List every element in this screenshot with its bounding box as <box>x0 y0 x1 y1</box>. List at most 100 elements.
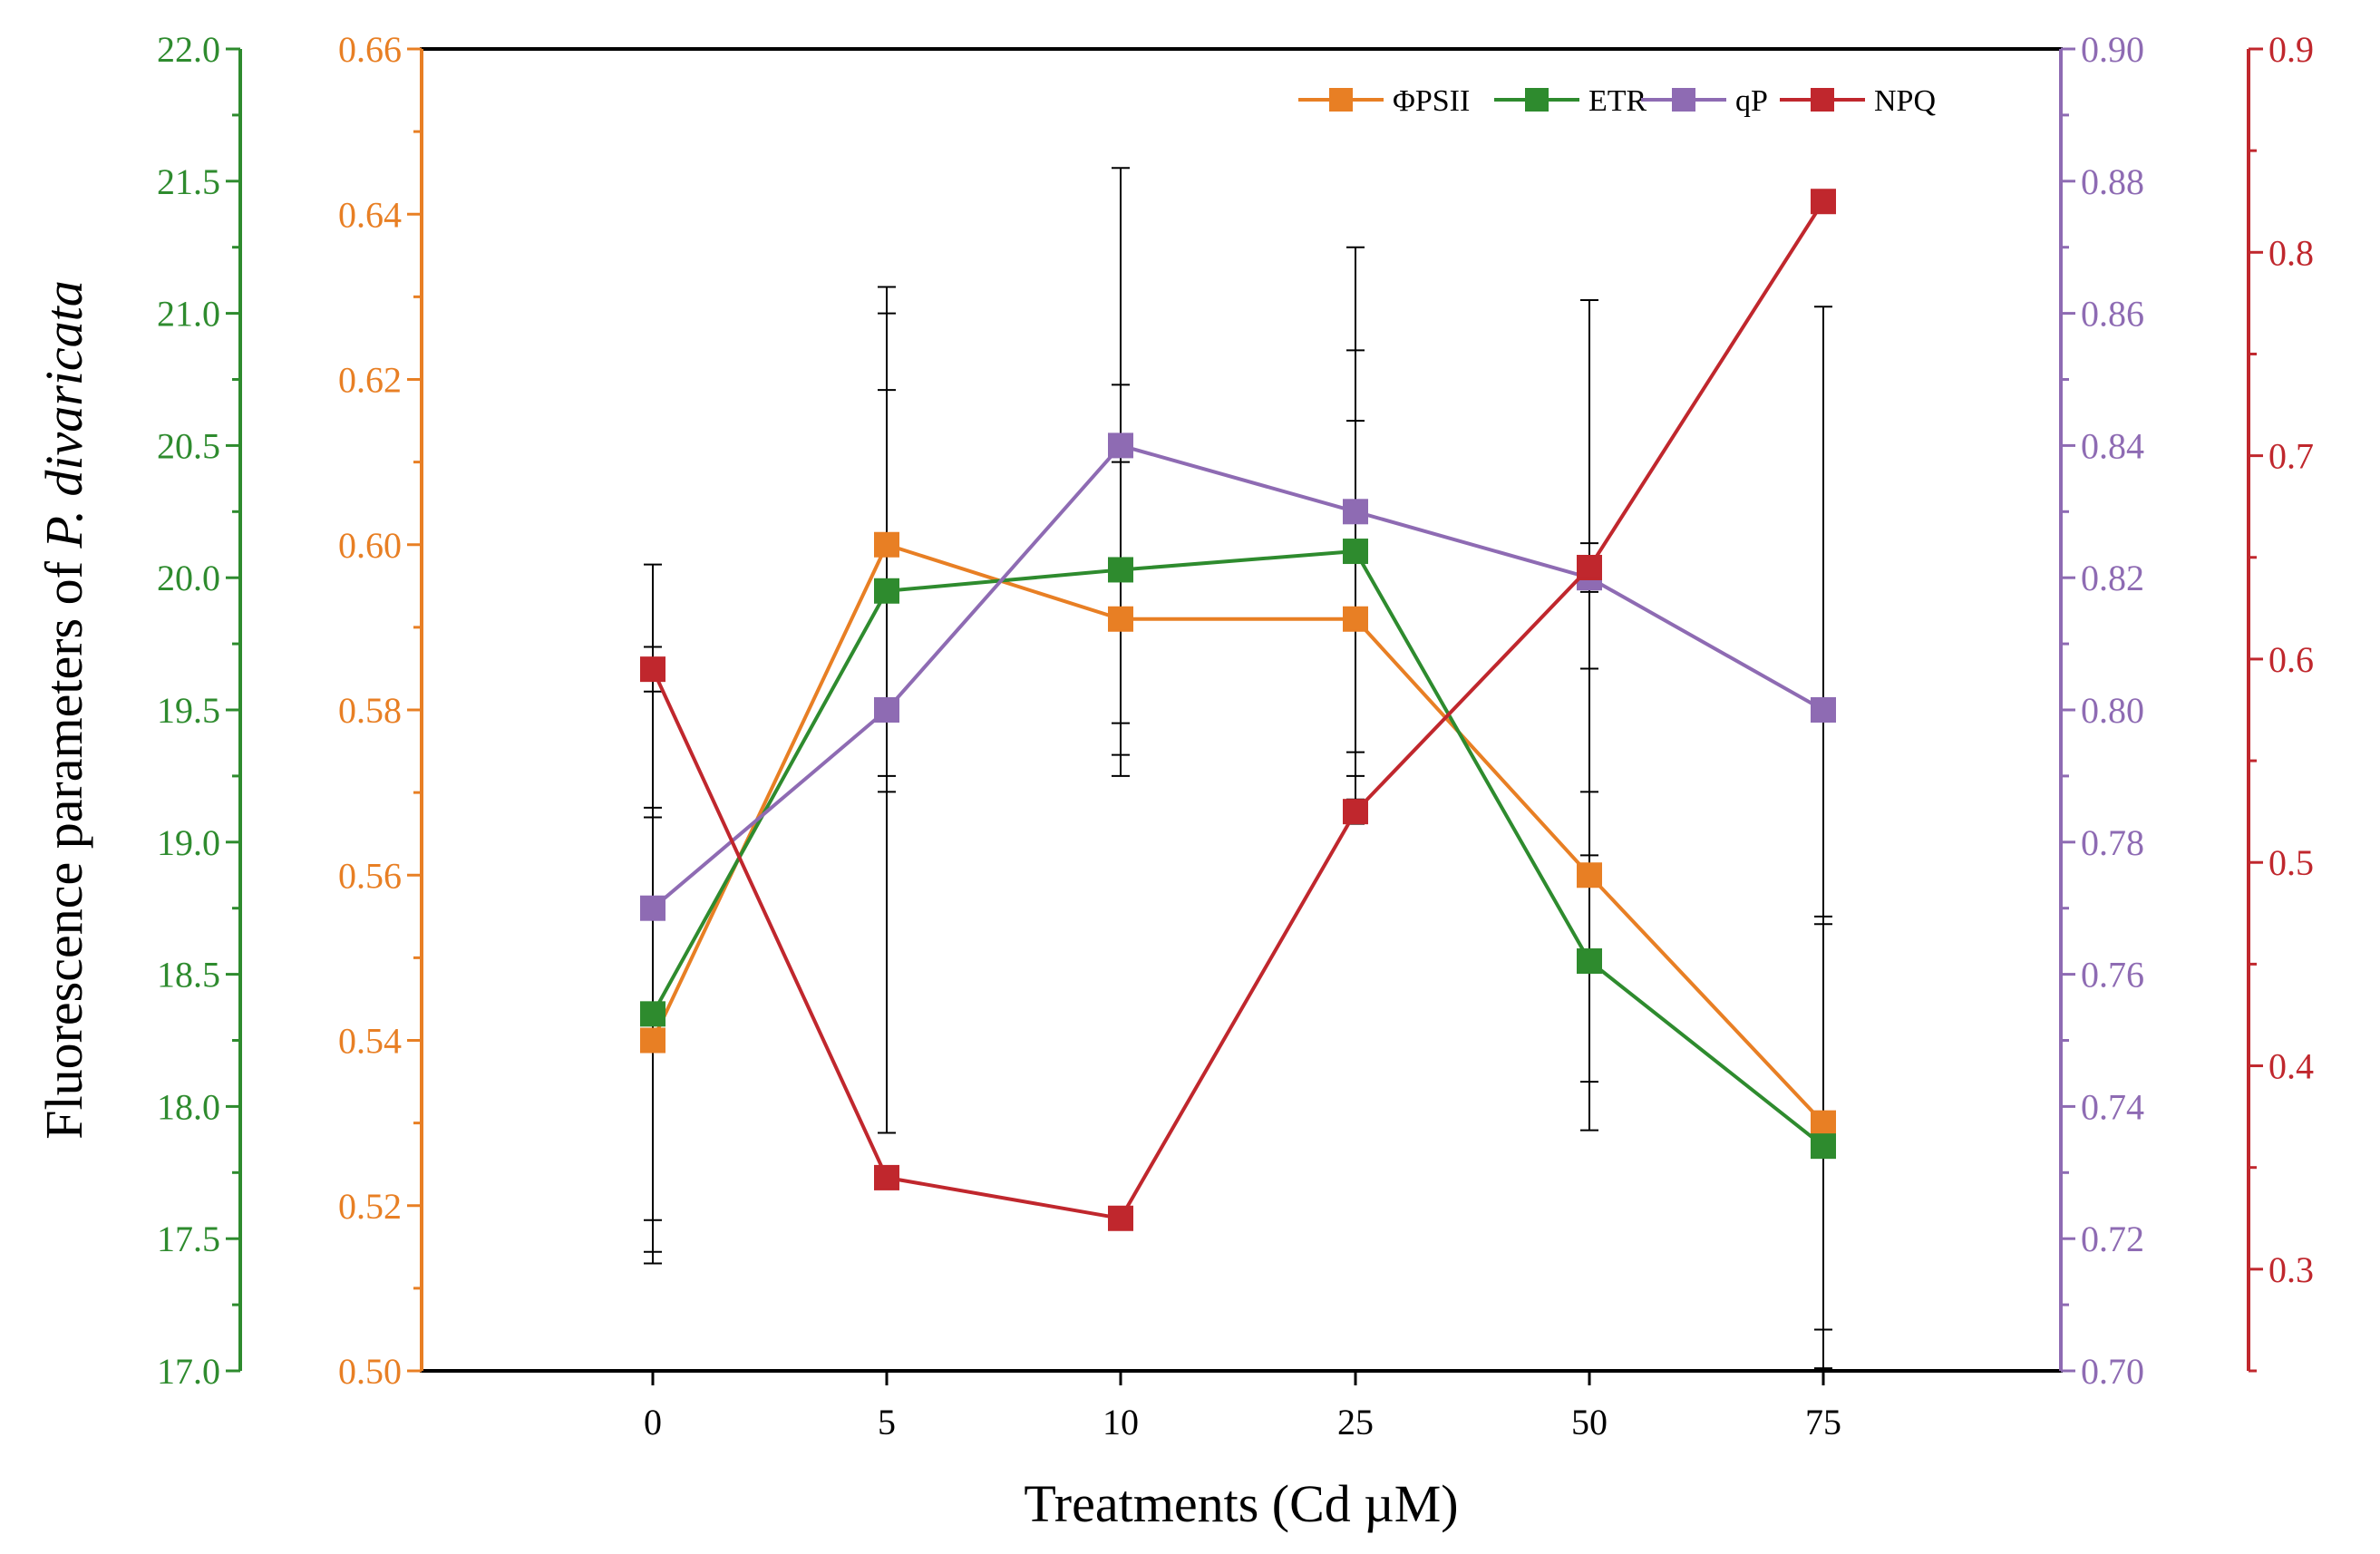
y-axis-npq: 0.3 0.4 0.5 0.6 0.7 0.8 0.9 <box>2247 29 2314 1373</box>
data-point-phipsii <box>1343 606 1368 632</box>
y-tick-label-etr: 17.0 <box>157 1351 220 1392</box>
series-etr <box>640 539 1836 1160</box>
x-axis-title: Treatments (Cd µM) <box>1024 1474 1458 1533</box>
y-tick-label-etr: 21.0 <box>157 294 220 335</box>
y-tick-label-phipsii: 0.66 <box>338 29 402 70</box>
y-tick-label-etr: 18.0 <box>157 1086 220 1127</box>
y-tick-label-npq: 0.3 <box>2268 1249 2314 1290</box>
series-line-qp <box>651 443 1824 910</box>
x-tick-label: 0 <box>644 1402 662 1442</box>
legend-marker <box>1811 88 1834 112</box>
data-point-qp <box>1108 432 1133 459</box>
y-tick-label-phipsii: 0.52 <box>338 1186 402 1227</box>
legend-marker <box>1525 88 1549 112</box>
data-point-etr <box>640 1001 665 1027</box>
y-axis-title-prefix: Fluorescence parameters of <box>34 549 93 1140</box>
y-tick-label-phipsii: 0.64 <box>338 194 402 235</box>
data-point-phipsii <box>1811 1110 1836 1136</box>
y-tick-label-npq: 0.9 <box>2268 29 2314 70</box>
y-axis-qp: 0.70 0.72 0.74 0.76 0.78 0.80 0.82 0.84 0.86 0.88… <box>2059 29 2144 1392</box>
y-tick-label-phipsii: 0.62 <box>338 360 402 401</box>
series-line-npq <box>651 200 1825 1221</box>
data-point-qp <box>1811 697 1836 723</box>
x-tick-label: 5 <box>878 1402 896 1442</box>
y-tick-label-etr: 19.0 <box>157 822 220 863</box>
legend-label: ΦPSII <box>1393 84 1470 118</box>
y-tick-label-phipsii: 0.50 <box>338 1351 402 1392</box>
y-tick-label-qp: 0.72 <box>2081 1219 2144 1259</box>
x-axis: 0 5 10 25 50 75 <box>644 1371 1841 1442</box>
data-point-qp <box>640 895 665 921</box>
y-tick-label-phipsii: 0.58 <box>338 690 402 731</box>
data-point-npq <box>874 1164 899 1190</box>
y-axis-title: Fluorescence parameters of P. divaricata <box>34 280 93 1140</box>
y-tick-label-etr: 22.0 <box>157 29 220 70</box>
data-point-npq <box>640 656 665 683</box>
data-point-npq <box>1811 189 1836 215</box>
data-point-etr <box>874 578 899 604</box>
y-tick-label-qp: 0.88 <box>2081 161 2144 202</box>
legend-item-npq: NPQ <box>1780 84 1936 118</box>
y-tick-label-qp: 0.86 <box>2081 294 2144 335</box>
y-axis-phipsii: 0.50 0.52 0.54 0.56 0.58 0.60 0.62 0.64 0.66 <box>338 29 423 1392</box>
y-axis-title-species: P. divaricata <box>34 280 93 549</box>
axes-layer: 17.0 17.5 18.0 18.5 19.0 19.5 20.0 20.5 21.0 21.5… <box>157 29 2314 1442</box>
y-tick-label-qp: 0.74 <box>2081 1086 2144 1127</box>
legend-label: NPQ <box>1874 84 1936 118</box>
legend-item-etr: ETR <box>1494 84 1647 118</box>
legend-label: ETR <box>1588 84 1647 118</box>
data-point-phipsii <box>1108 606 1133 632</box>
y-tick-label-qp: 0.82 <box>2081 558 2144 598</box>
y-tick-label-qp: 0.70 <box>2081 1351 2144 1392</box>
legend-marker <box>1329 88 1353 112</box>
y-tick-label-etr: 20.0 <box>157 558 220 598</box>
x-tick-label: 25 <box>1337 1402 1374 1442</box>
y-tick-label-phipsii: 0.60 <box>338 525 402 566</box>
y-tick-label-qp: 0.90 <box>2081 29 2144 70</box>
legend-marker <box>1672 88 1695 112</box>
series-line-etr <box>651 549 1825 1148</box>
data-point-etr <box>1343 539 1368 565</box>
y-tick-label-qp: 0.84 <box>2081 425 2144 466</box>
series-layer <box>640 189 1836 1231</box>
legend-item-qp: qP <box>1641 84 1768 118</box>
data-point-phipsii <box>874 531 899 558</box>
y-tick-label-etr: 17.5 <box>157 1219 220 1259</box>
y-tick-label-npq: 0.8 <box>2268 232 2314 273</box>
y-tick-label-npq: 0.5 <box>2268 842 2314 883</box>
x-tick-label: 50 <box>1571 1402 1608 1442</box>
y-tick-label-etr: 18.5 <box>157 955 220 996</box>
y-tick-label-npq: 0.6 <box>2268 639 2314 680</box>
legend-item-phipsii: ΦPSII <box>1298 84 1470 118</box>
data-point-npq <box>1108 1205 1133 1231</box>
legend-label: qP <box>1735 84 1768 118</box>
data-point-qp <box>1343 499 1368 525</box>
y-tick-label-phipsii: 0.56 <box>338 855 402 896</box>
y-tick-label-etr: 21.5 <box>157 161 220 202</box>
x-tick-label: 10 <box>1103 1402 1139 1442</box>
data-point-npq <box>1577 554 1602 580</box>
data-point-etr <box>1108 557 1133 583</box>
data-point-etr <box>1811 1133 1836 1160</box>
legend: ΦPSII ETR qP NPQ <box>1298 84 1936 118</box>
y-axis-etr: 17.0 17.5 18.0 18.5 19.0 19.5 20.0 20.5 21.0 21.5… <box>157 29 242 1392</box>
y-tick-label-qp: 0.76 <box>2081 955 2144 996</box>
data-point-etr <box>1577 948 1602 975</box>
y-tick-label-qp: 0.78 <box>2081 822 2144 863</box>
data-point-phipsii <box>640 1027 665 1054</box>
y-tick-label-etr: 19.5 <box>157 690 220 731</box>
data-point-phipsii <box>1577 862 1602 889</box>
error-bars <box>644 167 1832 1370</box>
data-point-npq <box>1343 799 1368 825</box>
y-tick-label-qp: 0.80 <box>2081 690 2144 731</box>
data-point-qp <box>874 697 899 723</box>
y-tick-label-npq: 0.4 <box>2268 1046 2314 1087</box>
y-tick-label-phipsii: 0.54 <box>338 1021 402 1062</box>
x-tick-label: 75 <box>1805 1402 1841 1442</box>
y-tick-label-npq: 0.7 <box>2268 436 2314 477</box>
series-line-phipsii <box>651 542 1825 1124</box>
y-tick-label-etr: 20.5 <box>157 425 220 466</box>
series-phipsii <box>640 531 1836 1136</box>
series-npq <box>640 189 1836 1231</box>
